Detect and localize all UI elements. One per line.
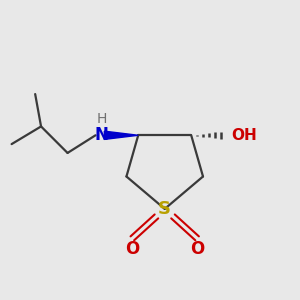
Text: O: O <box>190 240 204 258</box>
Text: H: H <box>96 112 106 126</box>
Text: S: S <box>158 200 171 218</box>
Text: OH: OH <box>231 128 257 143</box>
Text: N: N <box>94 126 108 144</box>
Polygon shape <box>104 131 138 140</box>
Text: O: O <box>125 240 140 258</box>
